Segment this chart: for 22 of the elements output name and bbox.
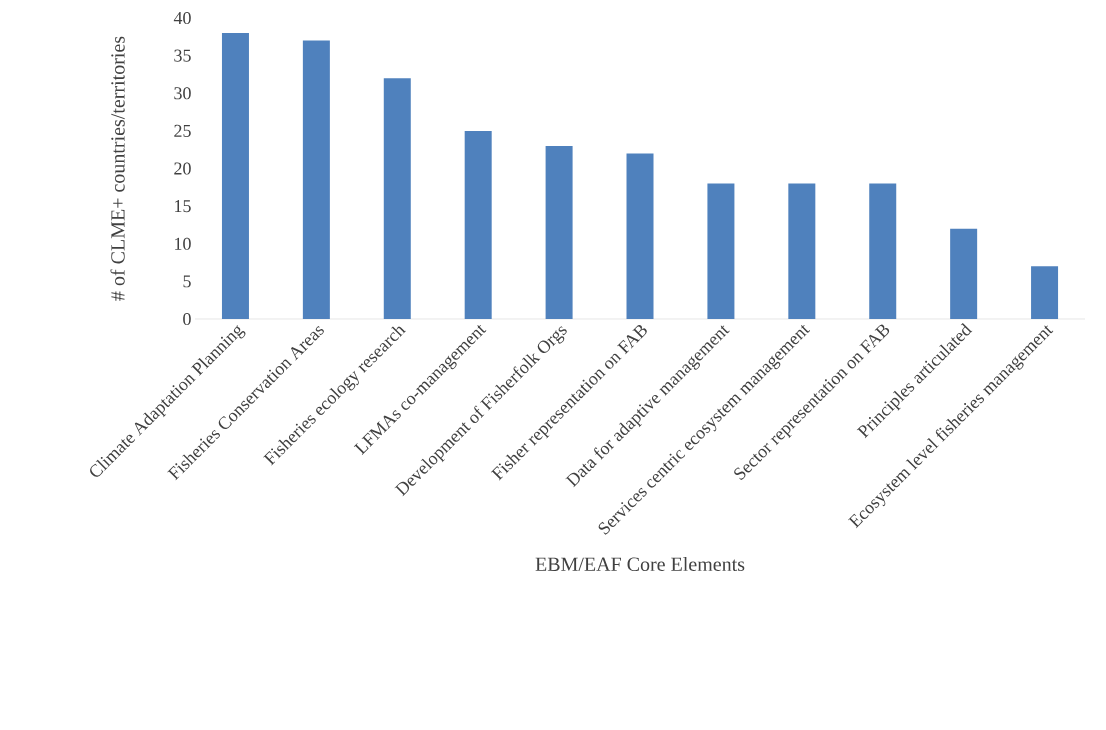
- y-tick-label: 30: [174, 87, 191, 100]
- bar: [545, 145, 573, 319]
- y-tick-label: 25: [174, 124, 191, 137]
- y-tick-label: 40: [173, 11, 191, 25]
- bar: [707, 183, 735, 319]
- x-axis-title: EBM/EAF Core Elements: [535, 556, 745, 572]
- y-tick-label: 10: [175, 237, 191, 250]
- y-axis-title: # of CLME+ countries/territories: [110, 36, 125, 301]
- bar: [788, 183, 816, 319]
- bar: [1031, 266, 1059, 319]
- bar: [383, 78, 411, 319]
- bar: [950, 228, 978, 319]
- bar: [221, 33, 249, 319]
- y-tick-label: 5: [183, 275, 191, 288]
- bar: [626, 153, 654, 319]
- y-tick-label: 35: [174, 49, 191, 62]
- y-tick-label: 0: [183, 312, 191, 326]
- bar: [869, 183, 897, 319]
- y-tick-label: 15: [175, 200, 191, 213]
- bar: [302, 40, 330, 319]
- y-tick-label: 20: [174, 162, 191, 175]
- bar: [464, 130, 492, 319]
